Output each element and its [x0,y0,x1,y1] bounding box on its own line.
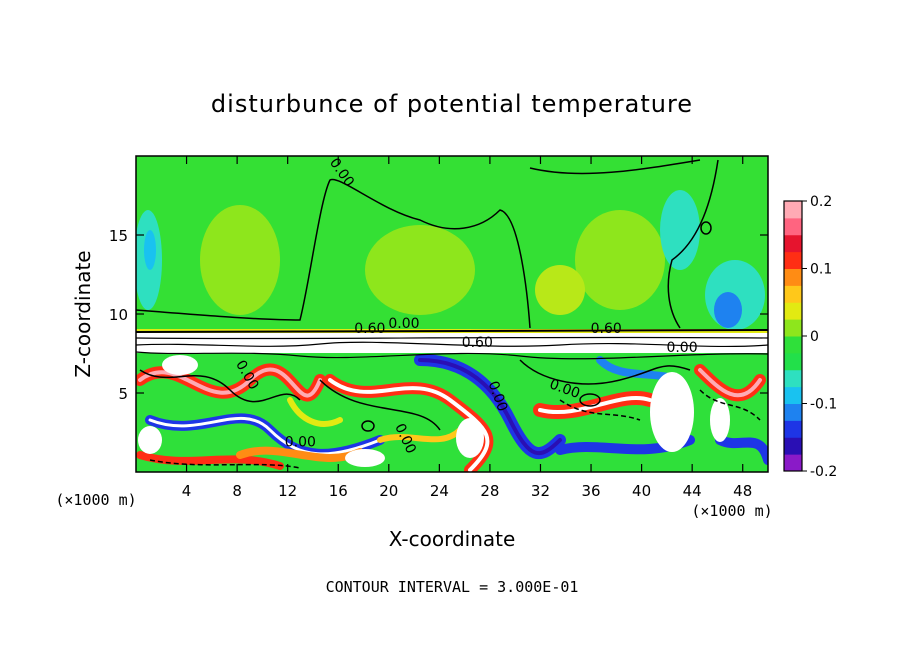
colorbar-segment [784,285,802,303]
colorbar-tick-label: -0.2 [810,464,837,480]
y-tick-label: 15 [109,227,128,245]
x-tick-label: 44 [683,482,702,500]
x-tick-label: 36 [581,482,600,500]
x-tick-label: 12 [278,482,297,500]
colorbar-segment [784,268,802,286]
colorbar: 0.2 0.1 0 -0.1 -0.2 [783,194,837,480]
y-axis: 5 10 15 [109,227,768,403]
colorbar-segment [784,217,802,236]
colorbar-tick-label: 0.2 [810,194,832,210]
contour-label: 0.00 [666,340,697,356]
turbulent-eddies [136,354,768,472]
contour-interval-annotation: CONTOUR INTERVAL = 3.000E-01 [326,578,579,596]
upper-yellow-patch [535,265,585,315]
x-tick-label: 40 [632,482,651,500]
colorbar-tick-label: -0.1 [810,397,837,413]
upper-cyan-patch [660,190,700,270]
white-blobs [138,355,730,467]
colorbar-tick-label: 0.1 [810,262,832,278]
y-unit-label: (×1000 m) [55,491,136,509]
contour-label: 0.60 [354,321,385,337]
contour-label: 0.60 [462,335,493,351]
chart-title: disturbunce of potential temperature [211,90,693,118]
colorbar-segment [784,201,802,219]
upper-yellow-patch [200,205,280,315]
colorbar-tick-label: 0 [810,329,819,345]
x-tick-label: 28 [480,482,499,500]
y-tick-label: 10 [109,306,128,324]
colorbar-segment [784,319,802,337]
colorbar-segment [784,420,802,438]
x-tick-label: 8 [232,482,242,500]
contour-label: 0.60 [591,321,622,337]
upper-yellow-patch [575,210,665,310]
colorbar-segment [784,437,802,455]
colorbar-segment [784,352,802,371]
x-tick-label: 20 [379,482,398,500]
x-tick-label: 24 [430,482,449,500]
x-axis: 4 8 12 16 20 24 28 32 36 40 44 48 [182,156,752,500]
x-axis-label: X-coordinate [389,527,516,551]
colorbar-segment [784,386,802,404]
field-plot-area: 0.000.60 0.00 0.600.60 0.000.000.000.000.00… [136,156,768,472]
contour-label: 0.00 [285,435,316,451]
colorbar-segment [784,234,802,253]
colorbar-segment [784,336,802,354]
upper-cyan-patch [144,230,156,270]
x-unit-label: (×1000 m) [691,502,772,520]
y-tick-label: 5 [118,385,128,403]
y-axis-label: Z-coordinate [71,250,95,377]
contour-lines [136,159,768,469]
upper-yellow-patch [365,225,475,315]
colorbar-segment [784,454,802,472]
upper-blue-patch [714,292,742,328]
x-tick-label: 48 [733,482,752,500]
x-tick-label: 16 [329,482,348,500]
colorbar-segment [784,369,802,388]
colorbar-segment [784,403,802,421]
x-tick-label: 32 [531,482,550,500]
colorbar-segment [784,302,802,320]
x-tick-label: 4 [182,482,192,500]
contour-label: 0.00 [388,316,419,332]
colorbar-segment [784,251,802,269]
